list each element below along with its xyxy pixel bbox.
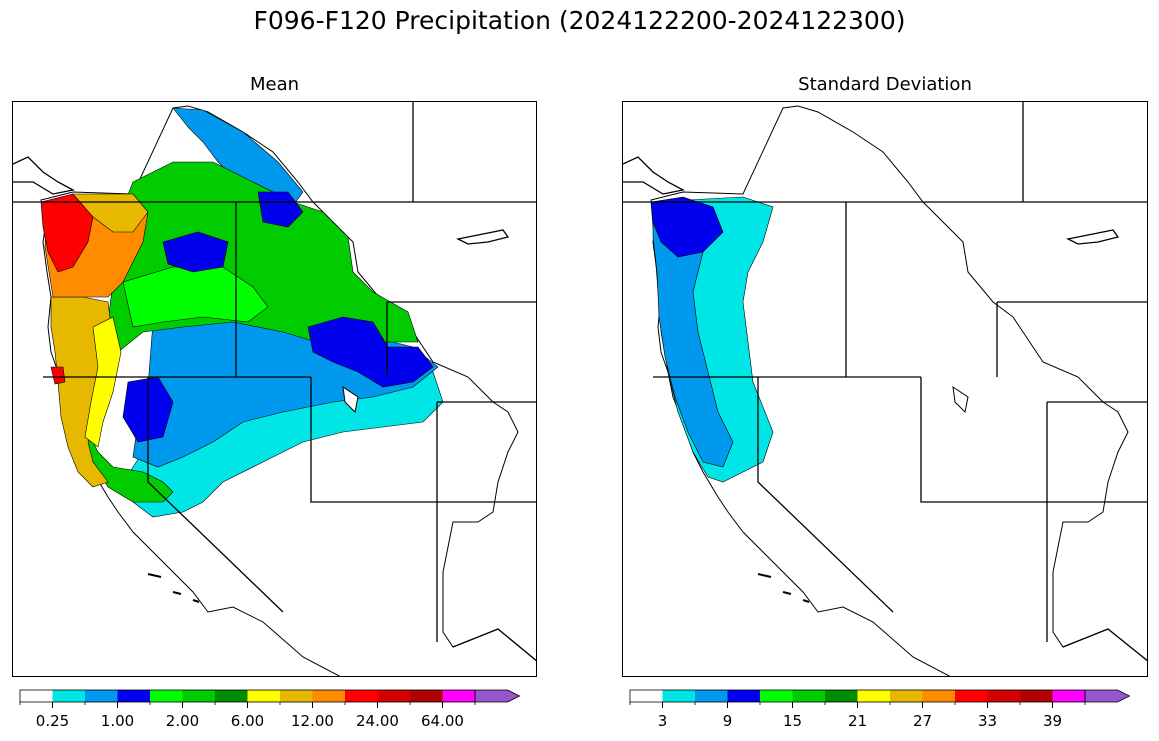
mean-colorbar: 0.25 1.00 2.00 6.00 12.00 24.00 64.00: [19, 689, 521, 730]
colorbar-segment: [442, 690, 475, 702]
colorbar-segment: [182, 690, 215, 702]
stddev-boundaries: [623, 102, 1147, 662]
colorbar-tick-label: 3: [658, 712, 668, 730]
colorbar-tick-label: 15: [783, 712, 802, 730]
mean-great-lakes: [456, 229, 510, 245]
colorbar-tick-label: 9: [723, 712, 733, 730]
colorbar-tick-label: 12.00: [291, 712, 334, 730]
colorbar-segment: [662, 690, 695, 702]
colorbar-tick-label: 39: [1043, 712, 1062, 730]
colorbar-segment: [474, 689, 521, 703]
stddev-zone-dark-blue: [650, 196, 724, 258]
colorbar-tick-label: 6.00: [231, 712, 264, 730]
stddev-channel-islands: [757, 573, 810, 603]
colorbar-tick-label: 27: [913, 712, 932, 730]
stddev-great-lakes: [1066, 229, 1120, 245]
colorbar-segment: [955, 690, 988, 702]
mean-panel-title: Mean: [249, 74, 300, 95]
mean-zone-dark-blue-4: [257, 191, 304, 228]
mean-map: [12, 101, 537, 677]
stddev-map: [622, 101, 1148, 677]
colorbar-segment: [1084, 689, 1131, 703]
colorbar-segment: [825, 690, 858, 702]
mean-precip-field: [40, 105, 536, 676]
stddev-puget-coast: [623, 156, 685, 195]
colorbar-tick-label: 21: [848, 712, 867, 730]
colorbar-tick-label: 24.00: [356, 712, 399, 730]
colorbar-segment: [280, 690, 313, 702]
mean-lake: [342, 385, 359, 414]
colorbar-segment: [630, 690, 663, 702]
colorbar-segment: [987, 690, 1020, 702]
stddev-zone-blue: [652, 211, 734, 468]
colorbar-segment: [695, 690, 728, 702]
stddev-lake: [952, 385, 969, 414]
stddev-colorbar: 3 9 15 21 27 33 39: [629, 689, 1131, 730]
mean-zone-red-south: [50, 366, 66, 385]
stddev-panel-title: Standard Deviation: [798, 74, 972, 95]
colorbar-segment: [345, 690, 378, 702]
colorbar-tick-label: 64.00: [421, 712, 464, 730]
colorbar-segment: [1020, 690, 1053, 702]
mean-zone-dark-blue-1: [162, 231, 229, 273]
colorbar-segment: [410, 690, 443, 702]
colorbar-segment: [247, 690, 280, 702]
colorbar-segment: [857, 690, 890, 702]
mean-zone-yellow: [84, 316, 122, 448]
colorbar-segment: [727, 690, 760, 702]
mean-channel-islands: [147, 573, 200, 603]
colorbar-segment: [20, 690, 53, 702]
colorbar-segment: [792, 690, 825, 702]
colorbar-segment: [150, 690, 183, 702]
colorbar-segment: [377, 690, 410, 702]
figure-title: F096-F120 Precipitation (2024122200-2024…: [253, 6, 906, 35]
colorbar-tick-label: 1.00: [101, 712, 134, 730]
colorbar-segment: [760, 690, 793, 702]
colorbar-tick-label: 2.00: [166, 712, 199, 730]
colorbar-tick-label: 33: [978, 712, 997, 730]
colorbar-tick-label: 0.25: [36, 712, 69, 730]
colorbar-segment: [312, 690, 345, 702]
colorbar-segment: [1052, 690, 1085, 702]
stddev-field: [650, 105, 1147, 676]
mean-puget-coast: [13, 156, 75, 195]
mean-zone-dark-blue-2: [307, 316, 434, 388]
colorbar-segment: [117, 690, 150, 702]
colorbar-segment: [890, 690, 923, 702]
colorbar-segment: [922, 690, 955, 702]
colorbar-segment: [215, 690, 248, 702]
mean-boundaries: [13, 102, 536, 662]
colorbar-segment: [85, 690, 118, 702]
colorbar-segment: [52, 690, 85, 702]
